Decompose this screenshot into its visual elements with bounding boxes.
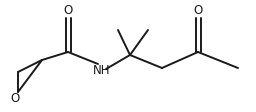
Text: O: O <box>10 92 20 104</box>
Text: NH: NH <box>93 64 111 76</box>
Text: O: O <box>193 4 203 17</box>
Text: O: O <box>63 4 73 17</box>
